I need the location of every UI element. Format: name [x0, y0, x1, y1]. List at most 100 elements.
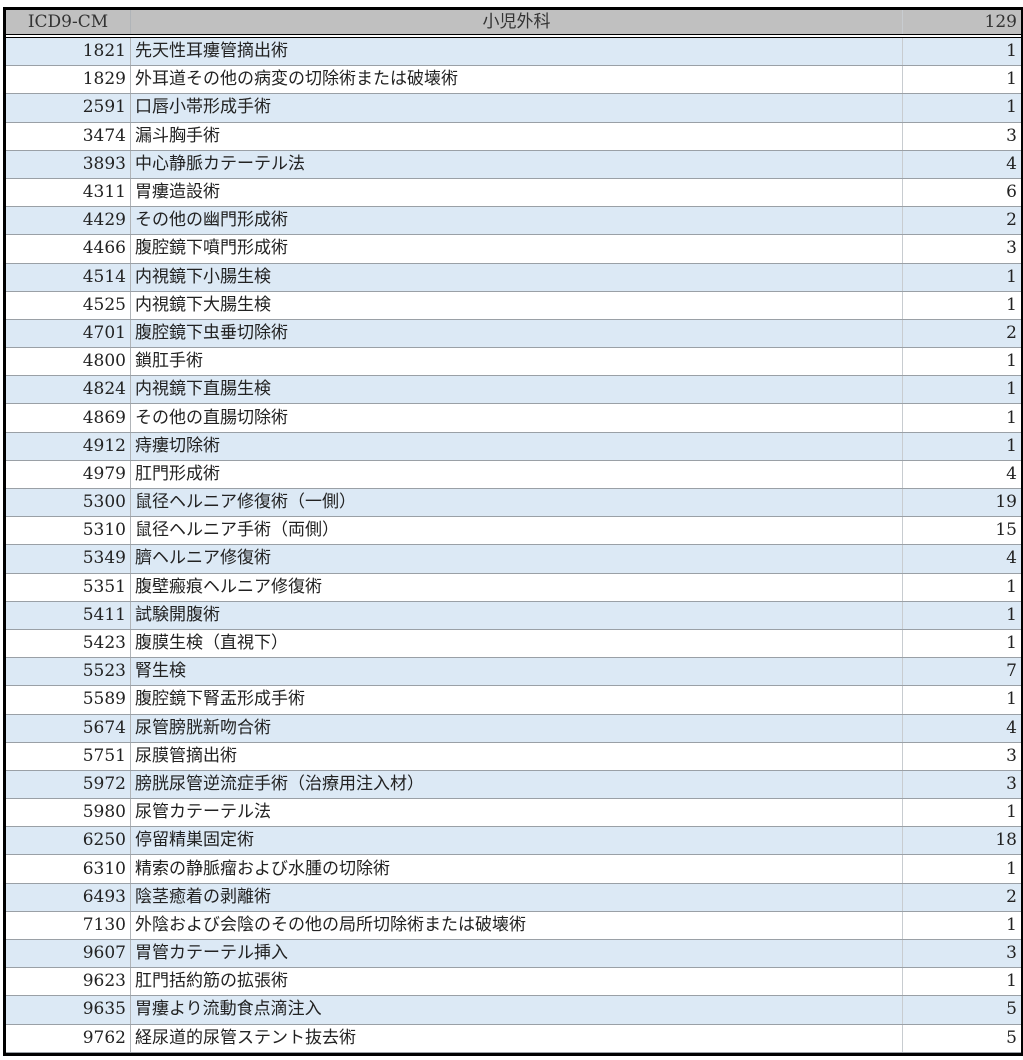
count-cell[interactable]: 1 — [902, 685, 1021, 715]
name-cell[interactable]: 腹腔鏡下腎盂形成手術 — [130, 685, 903, 715]
name-cell[interactable]: 膀胱尿管逆流症手術（治療用注入材） — [130, 770, 903, 800]
name-cell[interactable]: 内視鏡下小腸生検 — [130, 263, 903, 292]
name-cell[interactable]: 鼠径ヘルニア修復術（一側） — [130, 488, 903, 518]
header-code[interactable]: ICD9-CM — [6, 10, 131, 38]
name-cell[interactable]: 胃管カテーテル挿入 — [130, 939, 903, 969]
count-cell[interactable]: 6 — [902, 178, 1021, 208]
count-cell[interactable]: 1 — [902, 263, 1021, 292]
name-cell[interactable]: 腎生検 — [130, 657, 903, 687]
name-cell[interactable]: 陰茎癒着の剥離術 — [130, 883, 903, 912]
code-cell[interactable]: 9762 — [6, 1024, 131, 1053]
code-cell[interactable]: 9635 — [6, 995, 131, 1025]
code-cell[interactable]: 4979 — [6, 460, 131, 490]
code-cell[interactable]: 7130 — [6, 911, 131, 941]
name-cell[interactable]: 精索の静脈瘤および水腫の切除術 — [130, 854, 903, 884]
name-cell[interactable]: 経尿道的尿管ステント抜去術 — [130, 1024, 903, 1053]
count-cell[interactable]: 1 — [902, 629, 1021, 659]
code-cell[interactable]: 1821 — [6, 36, 131, 67]
name-cell[interactable]: 腹壁瘢痕ヘルニア修復術 — [130, 573, 903, 602]
count-cell[interactable]: 15 — [902, 516, 1021, 546]
name-cell[interactable]: 胃瘻より流動食点滴注入 — [130, 995, 903, 1025]
name-cell[interactable]: 鎖肛手術 — [130, 347, 903, 377]
name-cell[interactable]: 尿管膀胱新吻合術 — [130, 714, 903, 743]
count-cell[interactable]: 1 — [902, 375, 1021, 405]
name-cell[interactable]: 内視鏡下直腸生検 — [130, 375, 903, 405]
code-cell[interactable]: 5300 — [6, 488, 131, 518]
code-cell[interactable]: 5980 — [6, 798, 131, 828]
name-cell[interactable]: 漏斗胸手術 — [130, 122, 903, 151]
code-cell[interactable]: 6250 — [6, 826, 131, 856]
code-cell[interactable]: 5349 — [6, 544, 131, 574]
code-cell[interactable]: 4514 — [6, 263, 131, 292]
count-cell[interactable]: 1 — [902, 854, 1021, 884]
count-cell[interactable]: 1 — [902, 291, 1021, 320]
name-cell[interactable]: 腹腔鏡下噴門形成術 — [130, 234, 903, 264]
count-cell[interactable]: 7 — [902, 657, 1021, 687]
name-cell[interactable]: 腹膜生検（直視下） — [130, 629, 903, 659]
code-cell[interactable]: 4800 — [6, 347, 131, 377]
code-cell[interactable]: 6493 — [6, 883, 131, 912]
name-cell[interactable]: その他の幽門形成術 — [130, 206, 903, 236]
count-cell[interactable]: 2 — [902, 319, 1021, 349]
count-cell[interactable]: 19 — [902, 488, 1021, 518]
name-cell[interactable]: 内視鏡下大腸生検 — [130, 291, 903, 320]
code-cell[interactable]: 5589 — [6, 685, 131, 715]
name-cell[interactable]: 肛門形成術 — [130, 460, 903, 490]
name-cell[interactable]: 胃瘻造設術 — [130, 178, 903, 208]
code-cell[interactable]: 9623 — [6, 967, 131, 997]
count-cell[interactable]: 3 — [902, 742, 1021, 771]
code-cell[interactable]: 3474 — [6, 122, 131, 151]
count-cell[interactable]: 1 — [902, 347, 1021, 377]
count-cell[interactable]: 1 — [902, 65, 1021, 95]
code-cell[interactable]: 9607 — [6, 939, 131, 969]
code-cell[interactable]: 5674 — [6, 714, 131, 743]
name-cell[interactable]: 先天性耳瘻管摘出術 — [130, 36, 903, 67]
code-cell[interactable]: 3893 — [6, 150, 131, 179]
code-cell[interactable]: 4912 — [6, 432, 131, 461]
header-total[interactable]: 129 — [902, 10, 1021, 38]
count-cell[interactable]: 2 — [902, 883, 1021, 912]
code-cell[interactable]: 5751 — [6, 742, 131, 771]
header-department[interactable]: 小児外科 — [130, 10, 903, 38]
code-cell[interactable]: 6310 — [6, 854, 131, 884]
code-cell[interactable]: 5423 — [6, 629, 131, 659]
name-cell[interactable]: 痔瘻切除術 — [130, 432, 903, 461]
count-cell[interactable]: 1 — [902, 911, 1021, 941]
name-cell[interactable]: 腹腔鏡下虫垂切除術 — [130, 319, 903, 349]
count-cell[interactable]: 18 — [902, 826, 1021, 856]
code-cell[interactable]: 4466 — [6, 234, 131, 264]
count-cell[interactable]: 4 — [902, 714, 1021, 743]
name-cell[interactable]: その他の直腸切除術 — [130, 403, 903, 433]
count-cell[interactable]: 2 — [902, 206, 1021, 236]
code-cell[interactable]: 4525 — [6, 291, 131, 320]
count-cell[interactable]: 1 — [902, 798, 1021, 828]
code-cell[interactable]: 2591 — [6, 93, 131, 123]
count-cell[interactable]: 3 — [902, 122, 1021, 151]
code-cell[interactable]: 4869 — [6, 403, 131, 433]
name-cell[interactable]: 外陰および会陰のその他の局所切除術または破壊術 — [130, 911, 903, 941]
count-cell[interactable]: 4 — [902, 460, 1021, 490]
count-cell[interactable]: 3 — [902, 939, 1021, 969]
code-cell[interactable]: 5351 — [6, 573, 131, 602]
count-cell[interactable]: 1 — [902, 573, 1021, 602]
code-cell[interactable]: 1829 — [6, 65, 131, 95]
name-cell[interactable]: 試験開腹術 — [130, 601, 903, 630]
code-cell[interactable]: 5523 — [6, 657, 131, 687]
code-cell[interactable]: 5310 — [6, 516, 131, 546]
name-cell[interactable]: 尿膜管摘出術 — [130, 742, 903, 771]
count-cell[interactable]: 4 — [902, 150, 1021, 179]
name-cell[interactable]: 停留精巣固定術 — [130, 826, 903, 856]
code-cell[interactable]: 5411 — [6, 601, 131, 630]
code-cell[interactable]: 5972 — [6, 770, 131, 800]
name-cell[interactable]: 外耳道その他の病変の切除術または破壊術 — [130, 65, 903, 95]
code-cell[interactable]: 4701 — [6, 319, 131, 349]
name-cell[interactable]: 臍ヘルニア修復術 — [130, 544, 903, 574]
name-cell[interactable]: 鼠径ヘルニア手術（両側） — [130, 516, 903, 546]
count-cell[interactable]: 1 — [902, 403, 1021, 433]
name-cell[interactable]: 口唇小帯形成手術 — [130, 93, 903, 123]
name-cell[interactable]: 肛門括約筋の拡張術 — [130, 967, 903, 997]
count-cell[interactable]: 5 — [902, 1024, 1021, 1053]
count-cell[interactable]: 1 — [902, 36, 1021, 67]
count-cell[interactable]: 3 — [902, 234, 1021, 264]
count-cell[interactable]: 1 — [902, 432, 1021, 461]
